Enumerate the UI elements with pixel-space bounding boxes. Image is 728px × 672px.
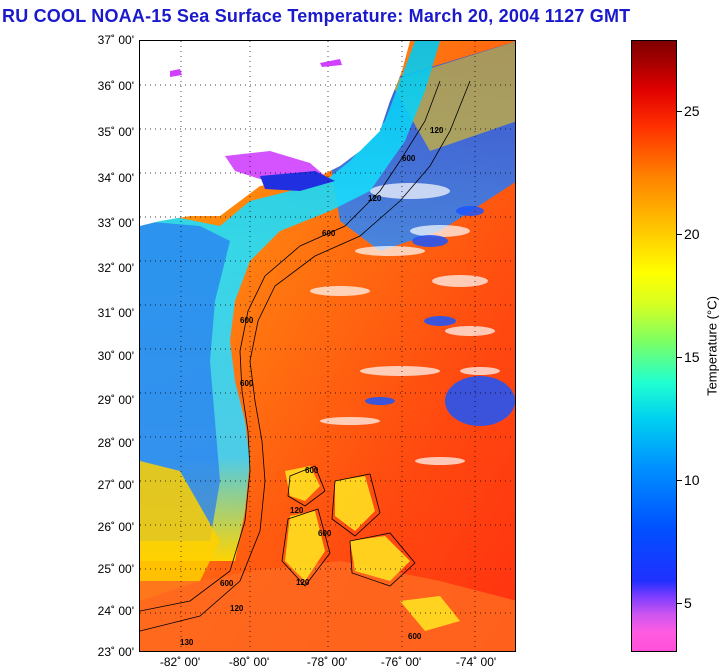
colorbar-tick	[677, 357, 682, 358]
contour-label: 600	[240, 316, 254, 325]
lon-label: -82˚ 00'	[159, 655, 201, 669]
lon-label: -74˚ 00'	[455, 655, 497, 669]
contour-label: 120	[368, 194, 382, 203]
southern-warm-water	[140, 561, 515, 651]
colorbar-label: 15	[684, 349, 700, 365]
nearshore-cold-water	[140, 221, 230, 541]
contour-label: 600	[408, 632, 422, 641]
contour-label: 600	[322, 229, 336, 238]
lat-label: 37˚ 00'	[97, 33, 134, 47]
contour-label: 120	[230, 604, 244, 613]
temperature-colorbar	[631, 40, 677, 652]
bahamas-banks	[285, 466, 460, 631]
gulf-warm-water	[140, 461, 220, 601]
lon-label: -80˚ 00'	[228, 655, 270, 669]
contour-label: 130	[180, 638, 194, 647]
contour-label: 600	[318, 529, 332, 538]
sst-map: 120 600 120 600 600 600 600 120 600 600 …	[139, 40, 516, 652]
colorbar-tick	[677, 480, 682, 481]
lon-label: -78˚ 00'	[306, 655, 348, 669]
contour-label: 120	[296, 578, 310, 587]
lat-label: 31˚ 00'	[97, 306, 134, 320]
cool-eddies	[365, 206, 515, 426]
contour-label: 600	[240, 379, 254, 388]
cloud-speckle	[310, 183, 500, 465]
lat-label: 27˚ 00'	[97, 478, 134, 492]
gulf-stream-warm-tongue	[390, 41, 515, 151]
colorbar-label: 10	[684, 472, 700, 488]
lon-label: -76˚ 00'	[380, 655, 422, 669]
map-title: RU COOL NOAA-15 Sea Surface Temperature:…	[2, 6, 631, 26]
colorbar-tick	[677, 234, 682, 235]
contour-labels: 120 600 120 600 600 600 600 120 600 600 …	[180, 126, 444, 647]
lat-label: 35˚ 00'	[97, 125, 134, 139]
contour-label: 600	[220, 579, 234, 588]
colorbar-label: 5	[684, 595, 692, 611]
land-area	[140, 41, 410, 226]
colorbar-tick	[677, 603, 682, 604]
cold-inland-waters	[170, 59, 342, 191]
lat-label: 29˚ 00'	[97, 393, 134, 407]
colorbar-label: 20	[684, 226, 700, 242]
colorbar-tick	[677, 111, 682, 112]
lat-label: 33˚ 00'	[97, 216, 134, 230]
lat-label: 23˚ 00'	[97, 645, 134, 659]
colorbar-title: Temperature (°C)	[704, 296, 720, 396]
contour-label: 600	[305, 466, 319, 475]
lat-label: 30˚ 00'	[97, 349, 134, 363]
contour-label: 120	[430, 126, 444, 135]
contour-label: 600	[402, 154, 416, 163]
lat-label: 24˚ 00'	[97, 604, 134, 618]
lat-label: 25˚ 00'	[97, 562, 134, 576]
bathymetry-contours	[140, 80, 471, 632]
lat-label: 28˚ 00'	[97, 436, 134, 450]
colorbar-label: 25	[684, 103, 700, 119]
lat-label: 36˚ 00'	[97, 79, 134, 93]
contour-label: 120	[290, 506, 304, 515]
graticule	[140, 41, 515, 651]
lat-label: 26˚ 00'	[97, 520, 134, 534]
lat-label: 32˚ 00'	[97, 261, 134, 275]
lat-label: 34˚ 00'	[97, 171, 134, 185]
